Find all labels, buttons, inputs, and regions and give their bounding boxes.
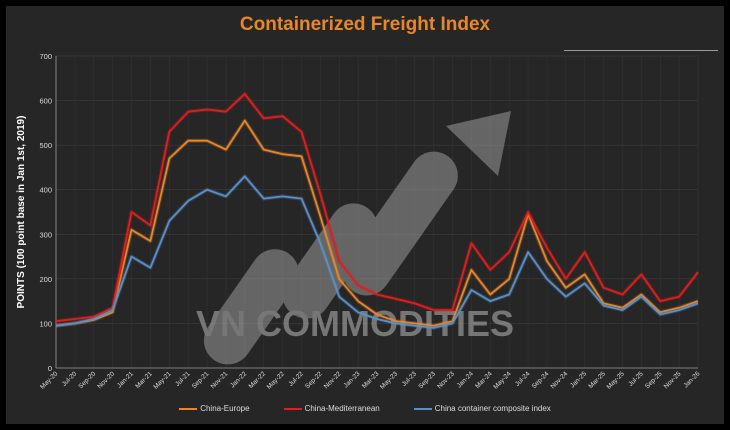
y-tick-label: 600 (39, 97, 52, 106)
x-tick-label: Jul-25 (627, 370, 645, 388)
series-lines (55, 91, 700, 330)
x-tick-label: Mar-21 (134, 370, 154, 390)
legend-swatch (413, 407, 432, 410)
watermark: VN COMMODITIES (196, 111, 514, 365)
y-tick-label: 300 (39, 230, 52, 239)
x-tick-label: Sep-20 (77, 370, 97, 390)
legend-label: China container composite index (434, 404, 551, 413)
legend-item: China container composite index (413, 404, 551, 413)
legend-swatch (179, 407, 198, 410)
x-tick-label: May-24 (492, 370, 513, 391)
chart-title: Containerized Freight Index (239, 14, 491, 35)
series-line-0 (55, 119, 699, 327)
y-axis-label-group: POINTS (100 point base in Jan 1st, 2019) (16, 116, 27, 309)
x-tick-label: Jan-25 (569, 370, 588, 389)
legend-item: China-Mediterranean (283, 404, 380, 413)
x-tick-label: May-20 (39, 370, 60, 391)
watermark-logo-bar-1 (203, 249, 299, 365)
x-tick-label: Sep-23 (417, 370, 437, 390)
x-tick-label: Nov-23 (436, 370, 456, 390)
x-tick-label: Jan-23 (343, 370, 362, 389)
x-tick-label: May-23 (379, 370, 400, 391)
x-tick-label: Mar-22 (248, 370, 268, 390)
x-tick-label: Jan-24 (456, 370, 475, 389)
x-tick-label: Jul-24 (514, 370, 532, 388)
decorative-rule (564, 50, 718, 51)
x-tick-label: Jul-23 (401, 370, 419, 388)
x-tick-label: Jan-26 (682, 370, 701, 389)
watermark-logo-bar-2 (282, 203, 378, 319)
x-tick-label: Jan-22 (229, 370, 248, 389)
x-tick-label: Nov-24 (549, 370, 569, 390)
watermark-arrow-head (446, 111, 511, 176)
x-tick-label: May-21 (152, 370, 173, 391)
legend-swatch (283, 407, 302, 410)
x-tick-label: Sep-22 (304, 370, 324, 390)
x-tick-label: Sep-21 (191, 370, 211, 390)
y-tick-label: 100 (39, 319, 52, 328)
legend-label: China-Mediterranean (304, 404, 380, 413)
x-tick-label: Nov-25 (663, 370, 683, 390)
x-tick-label: Mar-23 (361, 370, 381, 390)
x-tick-label: Mar-25 (587, 370, 607, 390)
legend-item: China-Europe (179, 404, 250, 413)
x-tick-label: Jul-21 (174, 370, 192, 388)
chart-frame: Containerized Freight Index 0 100 200 300 40… (6, 6, 724, 424)
y-tick-label: 700 (39, 52, 52, 61)
legend: China-Europe China-Mediterranean China con… (6, 404, 724, 413)
x-tick-label: Nov-22 (323, 370, 343, 390)
y-tick-label: 200 (39, 275, 52, 284)
legend-label: China-Europe (200, 404, 250, 413)
y-tick-label: 0 (48, 364, 52, 373)
x-tick-label: Jul-20 (61, 370, 79, 388)
x-tick-label: Mar-24 (474, 370, 494, 390)
chart-svg: 0 100 200 300 400 500 600 700 May-20 Jul-20 Sep-20… (16, 52, 702, 391)
y-axis-label: POINTS (100 point base in Jan 1st, 2019) (16, 116, 27, 309)
x-tick-label: May-22 (266, 370, 287, 391)
x-tick-label: Nov-20 (96, 370, 116, 390)
y-tick-label: 500 (39, 141, 52, 150)
x-tick-label: Sep-24 (531, 370, 551, 390)
x-tick-label: May-25 (606, 370, 627, 391)
x-tick-label: Jul-22 (287, 370, 305, 388)
series-line-1 (55, 93, 699, 323)
watermark-logo-bar-3 (342, 151, 458, 296)
y-tick-label: 400 (39, 186, 52, 195)
x-tick-label: Jan-21 (116, 370, 135, 389)
series-line-2 (55, 175, 699, 329)
x-tick-label: Nov-21 (210, 370, 230, 390)
x-tick-label: Sep-25 (644, 370, 664, 390)
